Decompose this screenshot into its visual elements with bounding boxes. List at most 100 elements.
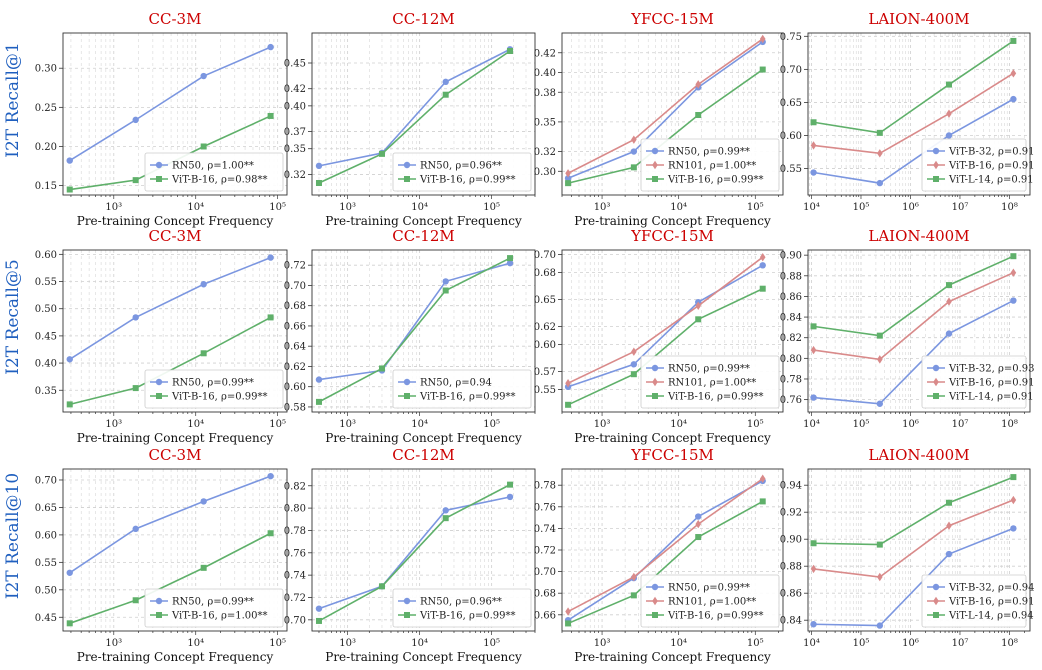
- series-RN50: [66, 43, 274, 164]
- data-point: [810, 323, 817, 330]
- y-tick-label: 0.68: [284, 301, 306, 312]
- y-tick-label: 0.78: [284, 526, 306, 537]
- y-tick-label: 0.60: [35, 530, 57, 541]
- legend-box: [392, 588, 532, 628]
- legend-marker: [933, 612, 939, 618]
- data-point: [507, 481, 514, 488]
- series-ViT-B-16: [810, 268, 1017, 364]
- legend-marker: [933, 160, 939, 170]
- x-axis-label: Pre-training Concept Frequency: [77, 214, 274, 228]
- x-tick-label: 10⁴: [670, 638, 687, 649]
- data-point: [695, 301, 702, 310]
- y-tick-label: 0.78: [780, 374, 802, 385]
- data-point: [507, 48, 514, 54]
- panel-p13: LAION-400M 0.76 0.78 0.80 0.82 0.84 0.86 0.88 0.…: [780, 227, 1035, 430]
- data-point: [695, 80, 702, 89]
- x-tick-label: 10³: [105, 202, 122, 213]
- panel-p11: CC-12M 0.58 0.60 0.62 0.64 0.66 0.68 0.70 0.72 10…: [284, 227, 536, 445]
- data-point: [66, 356, 73, 363]
- data-point: [66, 401, 73, 408]
- series-line: [813, 40, 1014, 134]
- y-tick-label: 0.15: [35, 181, 57, 192]
- plot-frame: [311, 468, 536, 632]
- x-tick-label: 10⁶: [902, 638, 919, 649]
- legend-marker: [933, 377, 939, 387]
- data-point: [630, 592, 637, 599]
- legend-label: RN50, ρ=0.96**: [420, 161, 502, 172]
- data-point: [877, 149, 883, 158]
- y-tick-label: 0.70: [534, 250, 556, 261]
- y-tick-label: 0.58: [284, 402, 306, 413]
- series-ViT-B-16: [315, 481, 514, 624]
- data-point: [631, 347, 637, 356]
- plot-frame: [807, 32, 1031, 196]
- y-tick-label: 0.60: [534, 340, 556, 351]
- data-point: [267, 472, 274, 480]
- data-point: [876, 179, 884, 187]
- y-tick-label: 0.68: [534, 268, 556, 279]
- series-line: [813, 271, 1014, 361]
- series-line: [813, 476, 1014, 546]
- data-point: [759, 34, 766, 44]
- data-point: [315, 180, 322, 186]
- y-tick-label: 0.75: [780, 32, 802, 43]
- legend-box: [144, 588, 284, 628]
- legend-label: ViT-L-14, ρ=0.91: [948, 392, 1034, 403]
- legend-box: [392, 369, 532, 409]
- data-point: [506, 259, 514, 267]
- data-point: [945, 550, 953, 558]
- x-tick-label: 10⁷: [952, 202, 969, 213]
- data-point: [759, 262, 766, 269]
- legend-box: [640, 574, 780, 628]
- y-tick-label: 0.72: [284, 261, 306, 272]
- series-line: [813, 72, 1014, 155]
- legend-label: ViT-B-16, ρ=0.91: [948, 597, 1035, 608]
- data-point: [1010, 474, 1017, 481]
- x-tick-label: 10⁴: [670, 419, 687, 430]
- plot-frame: [62, 249, 288, 413]
- legend-marker: [652, 612, 658, 618]
- y-tick-label: 0.35: [284, 144, 306, 155]
- data-point: [1010, 69, 1017, 78]
- legend-marker: [652, 176, 658, 182]
- y-tick-label: 0.57: [534, 367, 556, 378]
- panel-p02: YFCC-15M 0.30 0.32 0.35 0.38 0.40 0.42 10³ 10⁴ 10…: [534, 10, 784, 228]
- series-ViT-B-32: [810, 95, 1017, 187]
- legend-marker: [933, 393, 939, 399]
- data-point: [267, 112, 274, 119]
- legend: RN50, ρ=1.00** ViT-B-16, ρ=0.98**: [144, 152, 284, 192]
- series-line: [318, 496, 511, 610]
- x-axis-label: Pre-training Concept Frequency: [574, 214, 771, 228]
- legend-label: RN50, ρ=0.99**: [668, 364, 750, 375]
- data-point: [507, 255, 514, 262]
- x-tick-label: 10⁸: [1001, 419, 1018, 430]
- series-RN101: [565, 474, 766, 616]
- y-tick-label: 0.72: [284, 593, 306, 604]
- legend-marker: [155, 378, 163, 386]
- panel-title: CC-12M: [392, 227, 454, 245]
- x-axis-label: Pre-training Concept Frequency: [574, 650, 771, 664]
- x-tick-label: 10⁵: [269, 638, 286, 649]
- legend-marker: [652, 393, 658, 399]
- y-tick-label: 0.35: [534, 117, 556, 128]
- legend-marker: [651, 583, 659, 591]
- data-point: [267, 43, 274, 51]
- data-point: [876, 332, 883, 339]
- series-line: [69, 475, 271, 574]
- x-tick-label: 10⁶: [902, 419, 919, 430]
- x-tick-label: 10⁸: [1001, 638, 1018, 649]
- x-tick-label: 10⁵: [269, 202, 286, 213]
- plot-frame: [561, 32, 784, 196]
- legend-marker: [651, 364, 659, 372]
- plot-frame: [807, 468, 1031, 632]
- legend-marker: [404, 612, 410, 618]
- data-point: [565, 401, 572, 408]
- legend: RN50, ρ=0.94 ViT-B-16, ρ=0.99**: [392, 369, 532, 409]
- y-tick-label: 0.30: [35, 64, 57, 75]
- x-tick-label: 10⁷: [952, 638, 969, 649]
- data-point: [378, 365, 385, 372]
- x-tick-label: 10⁴: [670, 202, 687, 213]
- panel-title: LAION-400M: [868, 10, 969, 28]
- x-tick-label: 10⁴: [803, 638, 820, 649]
- y-tick-label: 0.74: [284, 571, 306, 582]
